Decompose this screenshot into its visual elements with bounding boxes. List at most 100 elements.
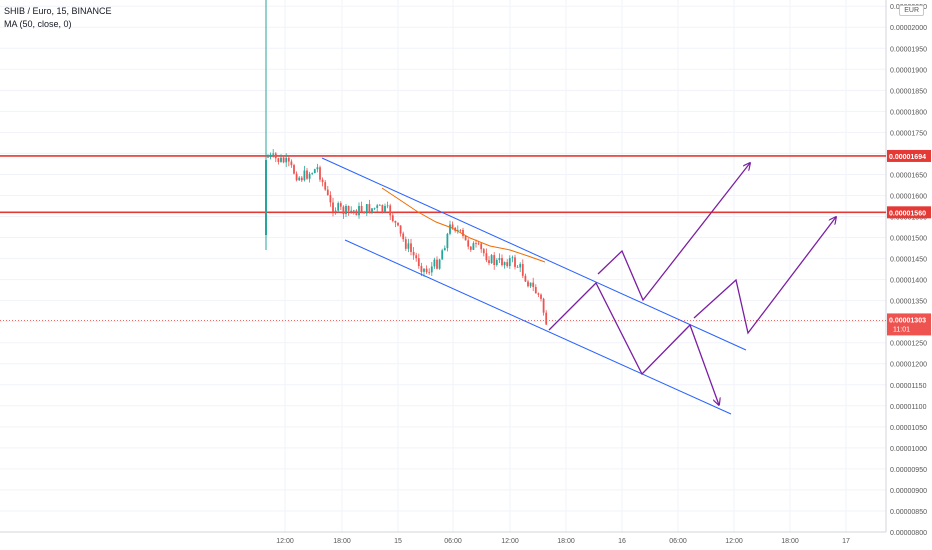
candle-body: [506, 262, 509, 267]
y-tick-label: 0.00002000: [890, 25, 927, 32]
y-tick-label: 0.00001350: [890, 299, 927, 306]
y-tick-label: 0.00001900: [890, 67, 927, 74]
candle-body: [417, 258, 420, 267]
symbol-title[interactable]: SHIB / Euro, 15, BINANCE: [4, 6, 112, 16]
channel-lower-line: [344, 239, 732, 415]
candle-body: [472, 243, 475, 250]
candle-body: [342, 206, 345, 215]
candle-body: [404, 239, 407, 249]
y-tick-label: 0.00001950: [890, 46, 927, 53]
candle-body: [485, 253, 488, 261]
x-tick-label: 18:00: [781, 538, 799, 545]
candle-body: [482, 249, 485, 254]
last-price-badge: [887, 313, 931, 336]
candle-body: [324, 182, 327, 190]
candle-body: [527, 281, 529, 287]
y-tick-label: 0.00001650: [890, 172, 927, 179]
candle-body: [363, 211, 366, 214]
candle-body: [337, 203, 340, 211]
projection-path-down: [548, 281, 719, 405]
candle-body: [277, 158, 280, 162]
candle-body: [490, 255, 493, 264]
level-price-badge: [887, 149, 931, 162]
candle-body: [326, 189, 329, 196]
candle-body: [303, 170, 306, 181]
candle-body: [514, 257, 516, 267]
x-tick-label: 18:00: [557, 538, 575, 545]
moving-average-line: [381, 187, 546, 263]
candle-body: [308, 173, 311, 179]
candle-body: [402, 233, 405, 240]
candle-body: [537, 293, 540, 295]
candle-body: [503, 262, 506, 266]
projection-path-up-2: [693, 217, 836, 335]
candle-body: [384, 205, 386, 212]
candle-body: [438, 259, 441, 269]
x-tick-label: 17: [842, 538, 850, 545]
candle-body: [540, 294, 542, 299]
candle-body: [498, 258, 501, 260]
x-tick-label: 16: [618, 538, 626, 545]
candle-body: [545, 312, 548, 325]
candle-body: [394, 221, 397, 223]
candle-body: [365, 204, 368, 214]
chart-legend: SHIB / Euro, 15, BINANCE MA (50, close, …: [4, 5, 112, 31]
indicator-label[interactable]: MA (50, close, 0): [4, 19, 72, 29]
y-tick-label: 0.00001000: [890, 446, 927, 453]
y-tick-label: 0.00001400: [890, 278, 927, 285]
candle-body: [316, 167, 319, 170]
y-tick-label: 0.00001850: [890, 88, 927, 95]
x-tick-label: 18:00: [333, 538, 351, 545]
candle-body: [295, 173, 298, 181]
level-price-label: 0.00001560: [889, 210, 926, 217]
candle-body: [501, 258, 503, 266]
candle-body: [397, 222, 399, 226]
candle-body: [433, 259, 436, 267]
candle-body: [290, 161, 293, 166]
currency-badge[interactable]: EUR: [899, 5, 924, 16]
candle-body: [355, 210, 358, 216]
y-tick-label: 0.00001100: [890, 404, 927, 411]
candle-body: [269, 154, 272, 157]
candle-body: [339, 203, 342, 207]
candle-body: [345, 205, 347, 215]
x-tick-label: 12:00: [501, 538, 519, 545]
y-tick-label: 0.00001600: [890, 193, 927, 200]
candle-body: [347, 205, 350, 211]
level-price-badge: [887, 206, 931, 219]
y-tick-label: 0.00001050: [890, 425, 927, 432]
candle-body: [475, 243, 477, 244]
candle-body: [428, 272, 431, 273]
y-tick-label: 0.00001450: [890, 257, 927, 264]
candle-body: [280, 157, 282, 162]
x-tick-label: 06:00: [444, 538, 462, 545]
candle-body: [529, 282, 532, 287]
candle-body: [420, 266, 423, 272]
y-tick-label: 0.00001250: [890, 341, 927, 348]
y-tick-label: 0.00000800: [890, 530, 927, 537]
candle-body: [368, 204, 371, 213]
candle-body: [456, 229, 459, 231]
candle-body: [521, 264, 524, 276]
y-tick-label: 0.00001750: [890, 130, 927, 137]
candle-body: [542, 298, 545, 313]
y-tick-label: 0.00001150: [890, 383, 927, 390]
candle-body: [389, 205, 392, 216]
candle-body: [534, 287, 537, 294]
candle-body: [415, 255, 418, 259]
candle-body: [329, 195, 332, 203]
candle-body: [332, 202, 334, 213]
candle-body: [391, 215, 394, 222]
candle-body: [495, 259, 498, 265]
candle-body: [436, 259, 438, 269]
candle-body: [293, 165, 295, 174]
candle-body: [519, 264, 522, 268]
candle-body: [412, 251, 415, 256]
candle-body: [451, 224, 454, 228]
candle-body: [459, 229, 462, 231]
candle-body: [477, 243, 480, 245]
candle-body: [532, 282, 535, 288]
candle-body: [467, 240, 470, 247]
candle-body: [300, 177, 303, 181]
